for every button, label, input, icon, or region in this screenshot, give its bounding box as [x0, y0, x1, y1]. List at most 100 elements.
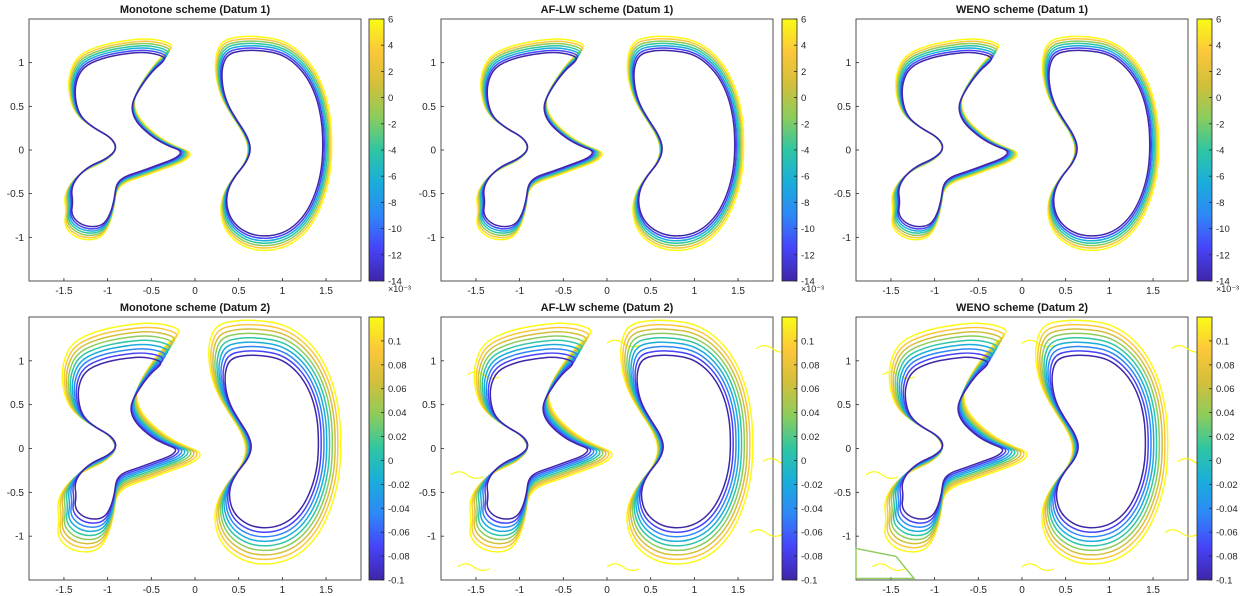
colorbar-tick-label: -0.06 [801, 528, 823, 539]
colorbar-tick-label: -6 [801, 172, 809, 183]
colorbar-tick-label: -0.1 [1216, 576, 1232, 587]
contour-line [221, 49, 324, 237]
colorbar-tick-label: 0.02 [801, 432, 820, 443]
y-tick-label: -1 [842, 532, 851, 543]
y-tick-label: -0.5 [834, 488, 852, 499]
x-tick-label: 0.5 [1059, 286, 1073, 297]
axes-frame [440, 18, 774, 282]
contour-line [1048, 49, 1151, 237]
y-tick-label: 0.5 [837, 102, 851, 113]
x-tick-label: 0 [192, 585, 198, 596]
noise-contour [457, 563, 490, 572]
colorbar-exponent: ×10⁻³ [801, 284, 824, 294]
contour-line [633, 49, 736, 237]
x-tick-label: 1.5 [1146, 585, 1160, 596]
x-tick-label: -1 [103, 585, 112, 596]
colorbar-tick-label: 2 [388, 67, 393, 78]
colorbar-tick-label: -0.08 [1216, 552, 1238, 563]
colorbar-tick-label: 6 [1216, 15, 1221, 26]
colorbar-tick-label: -0.02 [1216, 480, 1238, 491]
y-tick-label: -0.5 [7, 488, 25, 499]
colorbar-tick-label: 0 [801, 456, 806, 467]
y-tick-label: -0.5 [834, 189, 852, 200]
colorbar-tick-label: -8 [388, 198, 396, 209]
left-lung-contours [469, 322, 613, 553]
contour-panel-2: AF-LW scheme (Datum 1) -1.5 -1 -0.5 0 0.5 1 1.5… [419, 4, 824, 297]
colorbar-tick-label: -2 [388, 119, 396, 130]
noise-contours [855, 339, 1211, 580]
x-tick-label: -1.5 [467, 585, 485, 596]
x-tick-label: -0.5 [970, 585, 988, 596]
noise-contour [872, 563, 905, 572]
axes-frame [855, 18, 1189, 282]
colorbar-tick-label: -6 [1216, 172, 1224, 183]
contour-panel-6: WENO scheme (Datum 2) -1.5 -1 -0.5 0 0.5 1 1.5 1… [834, 302, 1238, 596]
y-tick-label: 0 [845, 146, 851, 157]
colorbar-tick-label: 0.06 [801, 384, 820, 395]
x-tick-label: 1 [280, 286, 286, 297]
noise-contour [1021, 339, 1055, 348]
colorbar-tick-label: -0.02 [801, 480, 823, 491]
colorbar-tick-label: -12 [801, 250, 815, 261]
x-tick-label: 0.5 [232, 585, 246, 596]
x-tick-label: -1.5 [882, 286, 900, 297]
x-tick-label: 1 [1107, 585, 1113, 596]
y-tick-label: 0 [430, 146, 436, 157]
colorbar-tick-label: -4 [388, 146, 396, 157]
axes-frame [28, 18, 362, 282]
contour-line [486, 356, 589, 520]
colorbar-tick-label: 0.02 [388, 432, 407, 443]
colorbar-tick-label: 0.06 [388, 384, 407, 395]
y-tick-label: 0 [845, 444, 851, 455]
x-tick-label: 1.5 [731, 286, 745, 297]
x-tick-label: -1.5 [55, 585, 73, 596]
colorbar-tick-label: -0.1 [388, 576, 404, 587]
x-tick-label: 1.5 [1146, 286, 1160, 297]
colorbar-tick-label: -8 [801, 198, 809, 209]
left-lung-contours [64, 38, 191, 241]
x-tick-label: -0.5 [143, 286, 161, 297]
colorbar-tick-label: 0 [801, 93, 806, 104]
x-tick-label: 1.5 [319, 585, 333, 596]
x-tick-label: -1 [103, 286, 112, 297]
colorbar-tick-label: 0 [388, 456, 393, 467]
contour-panel-5: AF-LW scheme (Datum 2) -1.5 -1 -0.5 0 0.5 1 1.5… [419, 302, 823, 596]
colorbar-tick-label: -10 [1216, 224, 1230, 235]
x-tick-label: -0.5 [555, 286, 573, 297]
x-tick-label: -0.5 [555, 585, 573, 596]
x-tick-label: 1.5 [319, 286, 333, 297]
colorbar-tick-label: -0.04 [801, 504, 823, 515]
colorbar-tick-label: 0.1 [1216, 336, 1229, 347]
y-tick-label: 0 [18, 146, 24, 157]
right-lung-contours [620, 319, 754, 565]
colorbar-tick-label: 0 [1216, 93, 1221, 104]
x-tick-label: 0.5 [644, 286, 658, 297]
colorbar-tick-label: -0.08 [388, 552, 410, 563]
right-lung-contours [208, 319, 342, 565]
y-tick-label: 1 [18, 58, 24, 69]
y-tick-label: 0 [18, 444, 24, 455]
y-tick-label: 1 [430, 58, 436, 69]
colorbar-tick-label: -8 [1216, 198, 1224, 209]
y-tick-label: 0.5 [422, 102, 436, 113]
y-tick-label: -0.5 [7, 189, 25, 200]
contour-panel-4: Monotone scheme (Datum 2) -1.5 -1 -0.5 0 0.5 1… [7, 302, 410, 596]
colorbar-tick-label: 4 [1216, 41, 1221, 52]
colorbar-tick-label: -0.02 [388, 480, 410, 491]
right-lung-contours [1041, 35, 1160, 252]
x-tick-label: -1.5 [55, 286, 73, 297]
colorbar-tick-label: 0 [1216, 456, 1221, 467]
x-tick-label: 1 [692, 286, 698, 297]
colorbar-tick-label: -0.06 [1216, 528, 1238, 539]
left-lung-contours [57, 322, 201, 553]
y-tick-label: 1 [845, 58, 851, 69]
colorbar-tick-label: 6 [801, 15, 806, 26]
contour-panel-1: Monotone scheme (Datum 1) -1.5 -1 -0.5 0 0.5 1… [7, 4, 411, 297]
y-tick-label: -1 [15, 233, 24, 244]
y-tick-label: 0.5 [10, 102, 24, 113]
colorbar-tick-label: -0.04 [388, 504, 410, 515]
colorbar-tick-label: -2 [1216, 119, 1224, 130]
colorbar-tick-label: 0.1 [388, 336, 401, 347]
noise-contour [606, 339, 640, 348]
